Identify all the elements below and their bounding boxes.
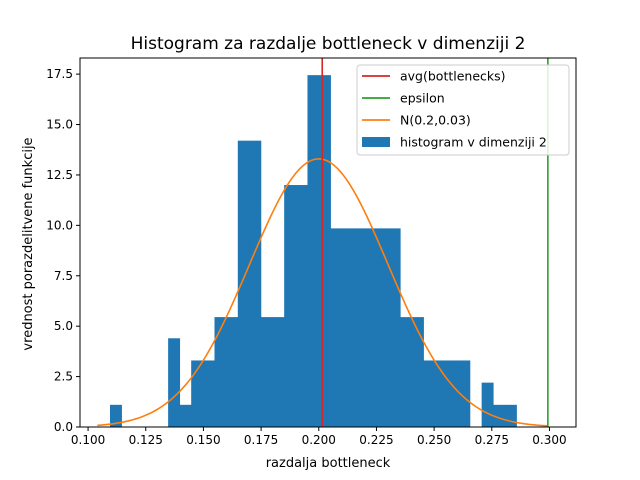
x-tick-label: 0.100 xyxy=(71,433,105,447)
histogram-bar xyxy=(226,317,239,427)
legend-label: N(0.2,0.03) xyxy=(400,113,471,128)
histogram-bar xyxy=(342,228,355,427)
y-axis-ticks: 0.0 2.5 5.0 7.5 10.0 12.5 15.0 17.5 xyxy=(46,67,80,434)
histogram-bar xyxy=(249,140,262,428)
legend-label: epsilon xyxy=(400,91,445,106)
x-axis-ticks: 0.100 0.125 0.150 0.175 0.200 0.225 0.250 0.275… xyxy=(71,427,567,447)
legend-label: avg(bottlenecks) xyxy=(400,69,506,84)
y-axis-label: vrednost porazdelitvene funkcije xyxy=(21,137,36,350)
legend: avg(bottlenecks) epsilon N(0.2,0.03) histog… xyxy=(356,64,570,156)
histogram-bar xyxy=(435,360,448,427)
histogram-bar xyxy=(458,360,471,427)
histogram-bar xyxy=(284,185,297,427)
x-tick-label: 0.250 xyxy=(417,433,451,447)
histogram-bar xyxy=(446,360,459,427)
y-tick-label: 7.5 xyxy=(54,269,73,283)
histogram-bar xyxy=(504,404,517,427)
x-tick-label: 0.150 xyxy=(186,433,220,447)
x-tick-label: 0.275 xyxy=(475,433,509,447)
histogram-bar xyxy=(295,185,308,427)
chart-title: Histogram za razdalje bottleneck v dimen… xyxy=(131,34,526,54)
x-axis-label: razdalja bottleneck xyxy=(266,456,391,471)
histogram-bar xyxy=(214,317,227,427)
histogram-bar xyxy=(319,75,331,427)
histogram-bar xyxy=(377,228,390,427)
histogram-bar xyxy=(423,360,436,427)
legend-box xyxy=(356,64,570,156)
histogram-bar xyxy=(168,338,181,427)
y-tick-label: 12.5 xyxy=(46,168,73,182)
x-tick-label: 0.200 xyxy=(302,433,336,447)
histogram-bar xyxy=(179,404,192,427)
histogram-bar xyxy=(365,228,378,427)
histogram-bar xyxy=(307,75,320,427)
y-tick-label: 17.5 xyxy=(46,67,73,81)
y-tick-label: 10.0 xyxy=(46,218,73,232)
histogram-bar xyxy=(388,228,401,427)
histogram-bar xyxy=(202,360,215,427)
x-tick-label: 0.175 xyxy=(244,433,278,447)
legend-swatch-patch xyxy=(362,137,390,147)
x-tick-label: 0.300 xyxy=(532,433,566,447)
histogram-bar xyxy=(237,140,250,428)
axes-frame xyxy=(79,57,577,428)
histogram-bar xyxy=(109,404,122,427)
histogram-bar xyxy=(330,228,343,427)
y-tick-label: 2.5 xyxy=(54,370,73,384)
histogram-bar xyxy=(400,317,413,427)
histogram-bar xyxy=(411,317,424,427)
legend-label: histogram v dimenziji 2 xyxy=(400,135,547,150)
x-tick-label: 0.225 xyxy=(359,433,393,447)
y-tick-label: 0.0 xyxy=(54,420,73,434)
histogram-bar xyxy=(272,317,285,427)
histogram-bar xyxy=(493,404,506,427)
histogram-bar xyxy=(191,360,204,427)
histogram-bar xyxy=(353,228,366,427)
y-tick-label: 15.0 xyxy=(46,118,73,132)
histogram-bars xyxy=(109,75,517,428)
y-tick-label: 5.0 xyxy=(54,319,73,333)
x-tick-label: 0.125 xyxy=(129,433,163,447)
histogram-bar xyxy=(481,382,494,427)
histogram-bar xyxy=(260,317,274,427)
